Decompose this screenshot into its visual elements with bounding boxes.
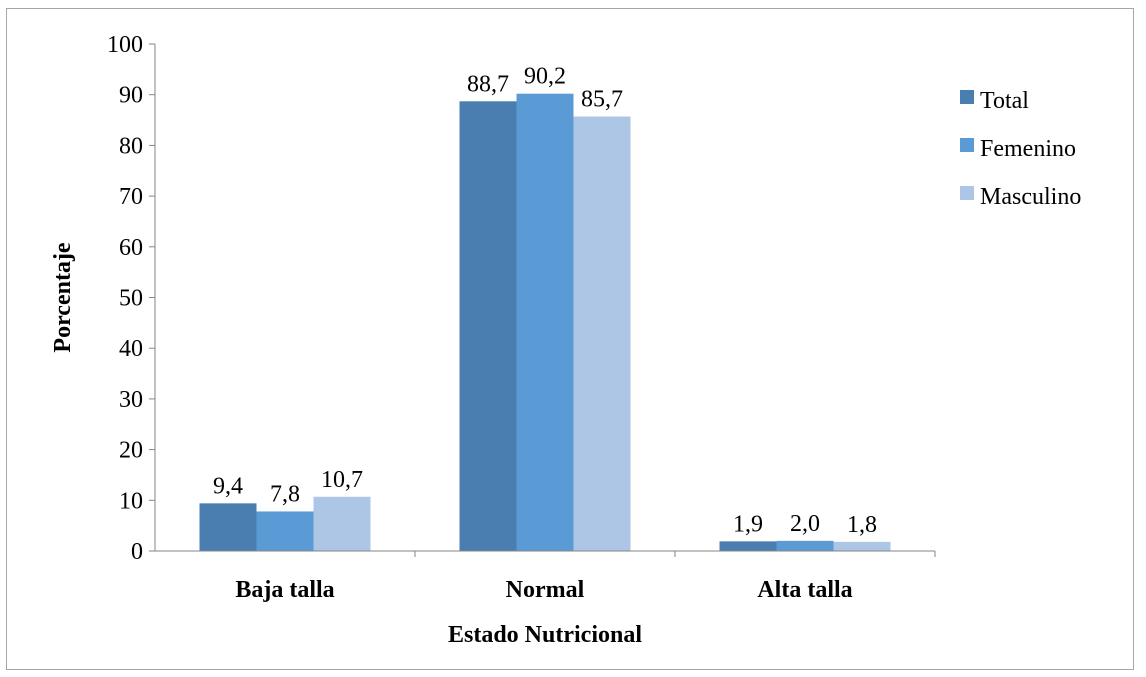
data-label: 1,8	[847, 512, 877, 538]
y-tick-label: 60	[119, 235, 143, 261]
y-axis-title: Porcentaje	[50, 242, 76, 353]
bars	[199, 93, 891, 551]
y-axis-ticks: 0 10 20 30 40 50 60 70 80 90 100	[107, 32, 155, 565]
y-tick-label: 50	[119, 286, 143, 312]
y-tick-label: 10	[119, 488, 143, 514]
y-tick-label: 70	[119, 184, 143, 210]
legend-label: Total	[980, 88, 1029, 114]
y-tick-label: 80	[119, 133, 143, 159]
bar-total-baja-talla	[199, 503, 257, 551]
bar-masculino-normal	[573, 116, 631, 551]
data-label: 90,2	[524, 64, 566, 90]
y-tick-label: 40	[119, 336, 143, 362]
bar-masculino-alta-talla	[833, 541, 891, 551]
legend-label: Femenino	[980, 136, 1076, 162]
data-label: 10,7	[321, 467, 363, 493]
data-label: 7,8	[270, 481, 300, 507]
legend-label: Masculino	[980, 184, 1081, 210]
category-labels: Baja talla Normal Alta talla	[235, 551, 936, 603]
y-tick-label: 20	[119, 438, 143, 464]
bar-total-alta-talla	[719, 541, 777, 551]
data-labels: 9,4 7,8 10,7 88,7 90,2 85,7 1,9 2,0 1,8	[213, 64, 877, 538]
bar-femenino-normal	[516, 93, 574, 551]
y-tick-label: 30	[119, 387, 143, 413]
data-label: 85,7	[581, 87, 623, 113]
bar-femenino-alta-talla	[776, 540, 834, 551]
data-label: 1,9	[733, 511, 763, 537]
y-tick-label: 0	[131, 539, 143, 565]
bar-masculino-baja-talla	[313, 496, 371, 551]
category-label: Normal	[506, 577, 585, 603]
legend: Total Femenino Masculino	[960, 88, 1081, 210]
category-label: Baja talla	[235, 577, 334, 603]
legend-swatch	[960, 90, 974, 104]
bar-femenino-baja-talla	[256, 511, 314, 551]
data-label: 88,7	[467, 71, 509, 97]
x-axis-title: Estado Nutricional	[448, 622, 642, 648]
y-tick-label: 90	[119, 83, 143, 109]
legend-swatch	[960, 186, 974, 200]
y-tick-label: 100	[107, 32, 143, 58]
category-label: Alta talla	[757, 577, 852, 603]
data-label: 9,4	[213, 473, 243, 499]
data-label: 2,0	[790, 511, 820, 537]
legend-swatch	[960, 138, 974, 152]
bar-total-normal	[459, 101, 517, 551]
